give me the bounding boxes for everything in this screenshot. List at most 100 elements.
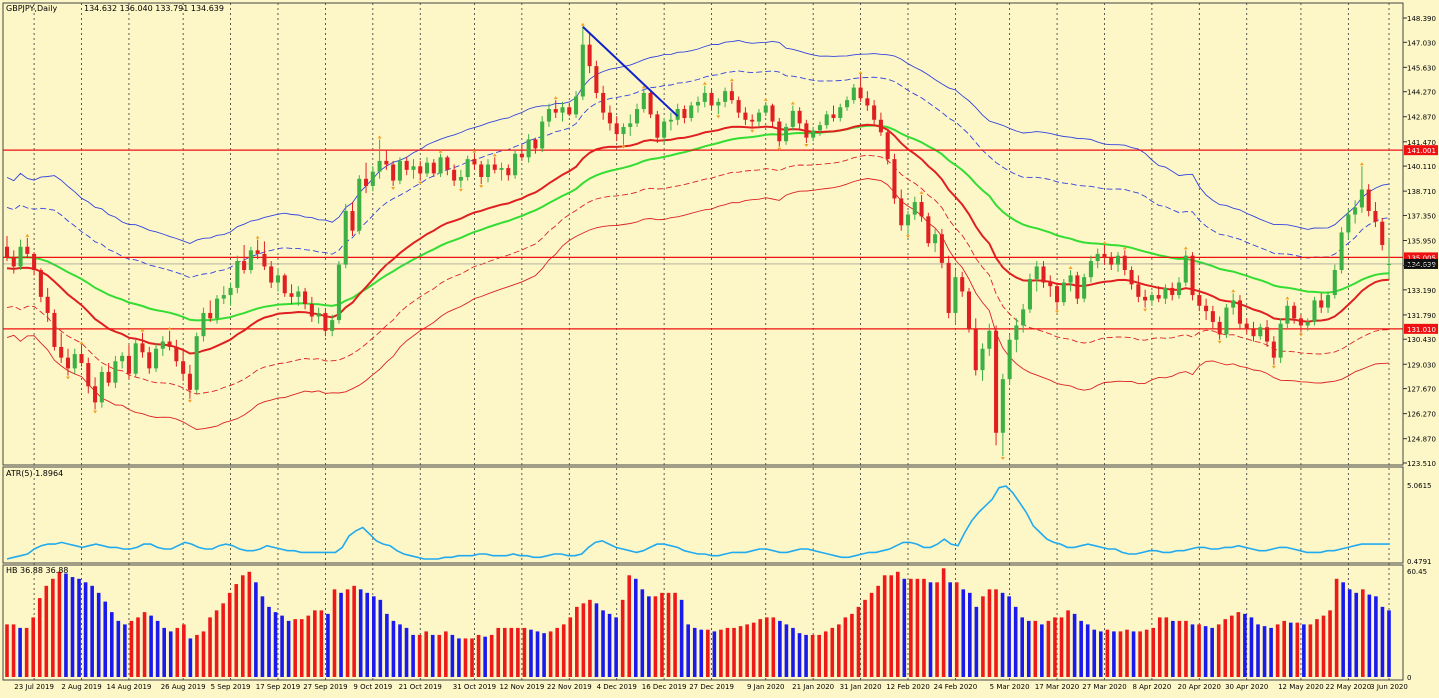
candle-body <box>580 44 585 97</box>
hb-bar <box>280 615 284 677</box>
candle-body <box>1312 300 1317 322</box>
hb-bar <box>1072 613 1077 677</box>
hb-bar <box>535 631 540 677</box>
y-tick-label: 141.470 <box>1407 139 1436 147</box>
hb-bar <box>1157 617 1162 677</box>
hb-bar <box>620 599 625 677</box>
candle-body <box>485 164 491 178</box>
hb-bar <box>575 606 579 677</box>
candle-body <box>574 96 579 115</box>
candle-body <box>336 264 341 321</box>
x-tick-label: 5 Sep 2019 <box>211 683 251 691</box>
candle-body <box>1027 278 1032 310</box>
hb-bar <box>771 617 776 677</box>
fractal-down-marker <box>777 147 782 151</box>
candle-body <box>1109 257 1114 265</box>
hb-bar <box>1308 624 1313 677</box>
candle-body <box>384 160 389 165</box>
hb-bar <box>103 601 108 677</box>
hb-bar <box>1197 624 1201 677</box>
hb-bar <box>1282 620 1287 677</box>
candle-body <box>1176 282 1182 296</box>
fractal-up-marker <box>580 22 585 26</box>
candle-body <box>933 234 938 244</box>
candle-body <box>811 130 816 138</box>
hb-bar <box>1033 620 1038 677</box>
hb-bar <box>1249 617 1254 677</box>
fractal-down-marker <box>65 376 70 380</box>
hb-bar <box>1007 596 1011 677</box>
candle-body <box>364 178 369 186</box>
hb-bar <box>1321 615 1326 677</box>
fractal-down-marker <box>93 410 98 414</box>
hb-tick-label: 0 <box>1407 674 1411 682</box>
candle-body <box>1325 295 1331 308</box>
candle-body <box>472 159 477 165</box>
candle-body <box>1386 263 1392 265</box>
candle-body <box>1149 295 1154 301</box>
candle-body <box>702 92 707 102</box>
hb-bar <box>673 592 677 677</box>
hb-bar <box>1026 620 1031 677</box>
candle-body <box>885 132 890 160</box>
hb-bar <box>1334 578 1339 677</box>
fractal-down-marker <box>1000 457 1005 461</box>
fractal-up-marker <box>790 101 795 105</box>
hb-bar <box>168 631 173 677</box>
y-tick-label: 144.270 <box>1407 89 1436 97</box>
hb-bar <box>1328 610 1332 677</box>
hb-label: HB 36.88 36.88 <box>6 566 68 575</box>
fractal-down-marker <box>479 185 484 189</box>
hb-bar <box>286 620 291 677</box>
header-symbol: GBPJPY,Daily <box>6 4 57 13</box>
candle-body <box>350 210 355 231</box>
hb-bar <box>319 610 324 677</box>
x-tick-label: 12 Feb 2020 <box>886 683 930 691</box>
candle-body <box>1298 318 1303 326</box>
hb-bar <box>706 629 710 677</box>
fractal-up-marker <box>1102 240 1107 244</box>
candle-body <box>4 246 10 258</box>
hb-bar <box>450 634 455 677</box>
candle-body <box>824 114 829 126</box>
candle-body <box>939 234 944 263</box>
x-tick-label: 5 Mar 2020 <box>990 683 1030 691</box>
candle-body <box>546 109 551 122</box>
hb-bar <box>345 589 350 677</box>
hb-bar <box>660 592 664 677</box>
hb-bar <box>804 634 808 677</box>
candle-body <box>966 291 972 330</box>
candle-body <box>147 352 152 369</box>
level-tag <box>1404 323 1438 334</box>
candle-body <box>309 303 314 317</box>
hb-bar <box>267 606 271 677</box>
candle-body <box>1095 253 1100 262</box>
candle-body <box>1251 329 1256 337</box>
candle-body <box>838 107 843 118</box>
candle-body <box>1224 307 1229 335</box>
hb-bar <box>745 624 749 677</box>
hb-bar <box>1184 620 1188 677</box>
candle-body <box>1204 305 1209 312</box>
hb-bar <box>1347 589 1352 677</box>
fractal-down-marker <box>1055 310 1060 314</box>
candle-body <box>987 330 992 349</box>
candle-body <box>587 44 592 67</box>
candle-body <box>743 112 748 120</box>
y-tick-label: 124.870 <box>1407 436 1436 444</box>
hb-bar <box>607 613 612 677</box>
hb-bar <box>594 603 599 677</box>
candle-body <box>790 110 795 127</box>
hb-bar <box>994 589 998 677</box>
candle-body <box>25 246 30 254</box>
candle-body <box>980 348 985 371</box>
fractal-up-marker <box>1231 289 1236 293</box>
hb-bar <box>1131 631 1136 677</box>
candle-body <box>140 343 145 353</box>
candle-body <box>770 105 775 122</box>
candle-body <box>519 153 524 158</box>
x-tick-label: 22 May 2020 <box>1326 683 1372 691</box>
hb-bar <box>136 617 140 677</box>
candle-body <box>668 119 673 122</box>
candle-body <box>1346 214 1351 233</box>
